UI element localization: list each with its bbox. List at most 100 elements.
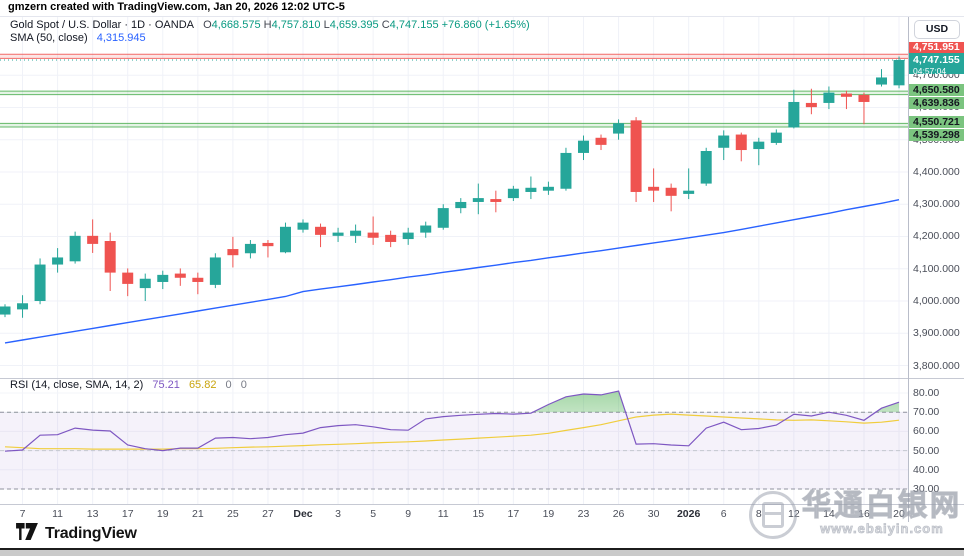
price-axis-tick: 3,800.000 [913, 359, 960, 372]
tradingview-icon [16, 523, 38, 545]
rsi-axis-tick: 60.00 [913, 425, 940, 438]
symbol-legend-row[interactable]: Gold Spot / U.S. Dollar · 1D · OANDA O4,… [10, 19, 530, 31]
watermark-site-url: www.ebaiyin.com [820, 521, 944, 537]
chart-credit-text: gmzern created with TradingView.com, Jan… [8, 1, 345, 13]
candle-down [122, 272, 134, 284]
candle-up [876, 77, 887, 85]
candle-up [157, 274, 169, 282]
candle-up [577, 140, 589, 153]
rsi-axis-tick: 80.00 [913, 387, 940, 399]
ohlc-low: L4,659.395 [323, 19, 379, 31]
candle-down [174, 273, 186, 278]
candle-up [718, 135, 730, 148]
candle-up [507, 188, 519, 199]
candle-up [420, 225, 432, 233]
time-axis-tick: 11 [52, 508, 64, 520]
price-chart-canvas[interactable] [0, 17, 908, 378]
tradingview-brand-text: TradingView [45, 525, 137, 542]
candle-up [788, 101, 800, 128]
candle-down [227, 249, 239, 256]
window-bottom-strip [0, 550, 964, 556]
candle-down [630, 120, 642, 192]
time-axis-tick: 13 [86, 508, 99, 520]
time-axis-tick: 7 [19, 508, 26, 520]
price-axis-tick: 4,200.000 [913, 230, 960, 243]
time-axis-tick: 21 [191, 508, 204, 520]
candle-down [858, 94, 870, 102]
time-axis-tick: 16 [858, 508, 870, 520]
rsi-extra-1: 0 [240, 379, 247, 391]
green-line-price-label: 4,539.298 [909, 128, 964, 141]
rsi-legend-row[interactable]: RSI (14, close, SMA, 14, 2) 75.21 65.82 … [10, 379, 247, 391]
price-axis-tick: 3,900.000 [913, 327, 960, 340]
candle-down [315, 226, 327, 235]
candle-up [472, 198, 484, 202]
candle-up [34, 264, 46, 301]
time-axis-tick: 5 [370, 508, 377, 520]
time-axis-tick: 19 [542, 508, 555, 520]
candle-up [244, 243, 256, 254]
chart-frame: 7 11 13 17 19 21 25 27 Dec 3 5 9 11 15 17 19 23 26 30 2026 6… [0, 16, 964, 522]
rsi-axis-tick: 40.00 [913, 463, 940, 476]
green-line-price-label: 4,639.836 [909, 96, 964, 109]
price-axis-tick: 4,300.000 [913, 198, 960, 211]
time-axis[interactable]: 7 11 13 17 19 21 25 27 Dec 3 5 9 11 15 17 19 23 26 30 2026 6… [0, 504, 964, 523]
time-axis-tick: 19 [156, 508, 169, 520]
candle-up [560, 152, 572, 189]
time-axis-tick: 14 [823, 508, 835, 520]
candle-up [893, 59, 905, 86]
candle-up [0, 306, 11, 315]
change-value: +76.860 (+1.65%) [441, 19, 530, 31]
candle-down [104, 241, 116, 273]
current-price-label: 4,747.155 04:57:04 [909, 53, 964, 76]
window-bottom-divider [0, 548, 964, 550]
ohlc-close: C4,747.155 [381, 19, 439, 31]
green-line-price-label: 4,650.580 [909, 84, 964, 97]
price-axis[interactable]: USD 4,700.0004,600.0004,500.0004,400.000… [908, 17, 964, 522]
tradingview-footer-logo[interactable]: TradingView [16, 523, 137, 545]
candle-up [700, 151, 712, 184]
candle-up [332, 232, 344, 236]
rsi-chart-canvas[interactable] [0, 379, 908, 504]
price-axis-tick: 4,100.000 [913, 262, 960, 275]
time-axis-tick: 30 [647, 508, 660, 520]
time-axis-tick: 15 [472, 508, 485, 520]
candle-down [805, 102, 817, 108]
sma-legend-row[interactable]: SMA (50, close) 4,315.945 [10, 32, 146, 44]
candle-up [613, 123, 625, 134]
green-line-price-label: 4,550.721 [909, 116, 964, 129]
time-axis-tick: 3 [335, 508, 341, 520]
candle-down [87, 235, 99, 244]
zone-fill [0, 91, 908, 95]
candle-up [753, 141, 765, 150]
rsi-axis-tick: 70.00 [913, 406, 940, 419]
pane-separator[interactable] [0, 378, 964, 379]
price-axis-tick: 4,000.000 [913, 295, 960, 307]
time-axis-tick: 2026 [676, 508, 701, 520]
price-axis-tick: 4,400.000 [913, 165, 960, 178]
candle-up [683, 190, 695, 194]
time-axis-tick: 8 [755, 508, 762, 520]
time-axis-tick: 17 [121, 508, 134, 520]
rsi-axis-tick: 30.00 [913, 483, 940, 495]
candle-up [52, 257, 64, 265]
time-axis-tick: 23 [577, 508, 590, 520]
candle-up [770, 132, 782, 143]
rsi-extra-0: 0 [225, 379, 232, 391]
candle-up [69, 235, 81, 262]
symbol-title: Gold Spot / U.S. Dollar · 1D · OANDA [10, 19, 194, 31]
candle-down [262, 242, 274, 247]
rsi-value: 75.21 [152, 379, 180, 391]
time-axis-tick: 17 [507, 508, 520, 520]
time-axis-tick: 25 [227, 508, 239, 520]
candle-up [525, 187, 537, 192]
candle-up [823, 92, 835, 103]
time-axis-tick: 12 [788, 508, 800, 520]
candle-down [192, 277, 204, 282]
rsi-line [4, 390, 900, 452]
time-axis-tick: 6 [720, 508, 727, 520]
currency-toggle-button[interactable]: USD [914, 20, 960, 39]
candle-down [490, 199, 502, 202]
rsi-ma-value: 65.82 [188, 379, 217, 391]
